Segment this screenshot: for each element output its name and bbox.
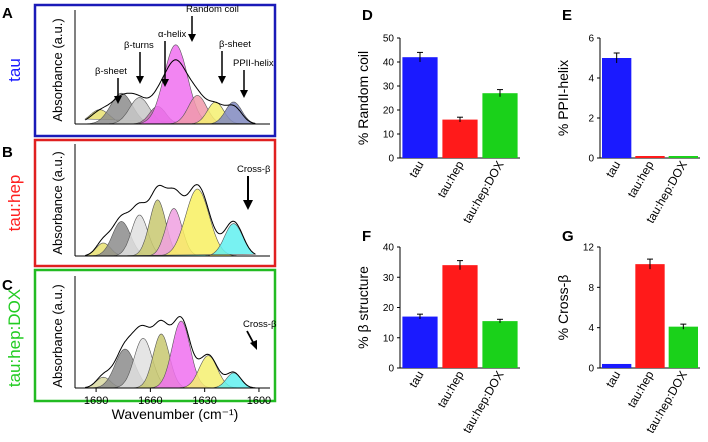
panel-letter-c: C	[2, 277, 13, 294]
y-axis-label-a: Absorbance (a.u.)	[50, 18, 65, 121]
x-ticks-c: 1690 1660 1630 1600	[84, 388, 271, 407]
panel-c: C tau:hep:DOX Absorbance (a.u.) 1690 1660…	[2, 268, 277, 422]
bar-tau	[602, 363, 632, 368]
condition-label-tau-hep-dox: tau:hep:DOX	[5, 289, 24, 387]
bar-tau-hep	[442, 119, 478, 158]
y-tick-label: 10	[383, 333, 395, 344]
arrowhead-2	[136, 76, 144, 84]
y-axis-label-d: % Random coil	[355, 51, 371, 145]
arrowhead-6	[240, 90, 248, 98]
x-tick-label-1600: 1600	[247, 395, 271, 407]
annotation-random-coil: Random coil	[186, 4, 239, 15]
y-tick-label: 20	[383, 106, 395, 117]
panel-letter-a: A	[2, 5, 13, 22]
panel-letter-e: E	[562, 7, 572, 24]
envelope-curve-b	[85, 184, 256, 256]
bar-tau-hep-dox	[668, 326, 698, 368]
bar-tau-hep	[635, 156, 665, 158]
y-tick-label: 10	[383, 130, 395, 141]
x-axis-label: Wavenumber (cm⁻¹)	[112, 406, 239, 422]
panel-letter-d: D	[362, 7, 373, 24]
y-tick-label: 2	[588, 114, 594, 125]
annotation-beta-sheet-right: β-sheet	[219, 39, 251, 50]
y-tick-label: 0	[388, 154, 394, 165]
y-tick-label: 12	[583, 243, 595, 254]
annotation-cross-beta-c: Cross-β	[243, 319, 277, 330]
y-tick-label: 8	[588, 283, 594, 294]
y-axis-label-f: % β structure	[355, 266, 371, 349]
annotation-beta-sheet-left: β-sheet	[95, 66, 127, 77]
annotation-beta-turns: β-turns	[124, 40, 154, 51]
arrowhead-b	[243, 200, 253, 210]
y-tick-label: 0	[588, 364, 594, 375]
panel-letter-f: F	[362, 228, 371, 245]
annotation-cross-beta-b: Cross-β	[237, 164, 271, 175]
frame-tau-hep-dox	[33, 268, 277, 403]
bar-tau-hep-dox	[482, 93, 518, 158]
y-axis-label-e: % PPII-helix	[555, 60, 571, 136]
arrowhead-c	[250, 340, 257, 350]
bar-tau-hep	[635, 264, 665, 368]
frame-tau-hep	[33, 138, 277, 268]
arrowhead-3	[161, 79, 169, 87]
y-tick-label: 4	[588, 74, 594, 85]
bar-tau-hep-dox	[668, 156, 698, 158]
y-tick-label: 50	[383, 34, 395, 45]
y-axis-label-g: % Cross-β	[555, 275, 571, 341]
y-axis-label-c: Absorbance (a.u.)	[50, 284, 65, 387]
x-tick-label-1690: 1690	[84, 395, 108, 407]
x-tick-label-1630: 1630	[192, 395, 216, 407]
annotation-ppii-helix: PPII-helix	[233, 58, 274, 69]
y-axis-label-b: Absorbance (a.u.)	[50, 151, 65, 254]
bar-tau-hep-dox	[482, 321, 518, 368]
condition-label-tau-hep: tau:hep	[5, 175, 24, 232]
arrowhead-1	[114, 96, 122, 104]
condition-label-tau: tau	[5, 58, 24, 82]
annotation-alpha-helix: α-helix	[158, 29, 186, 40]
bar-tau	[402, 57, 438, 159]
frame-tau	[33, 3, 277, 138]
envelope-curve-c	[85, 316, 256, 389]
spectra-column: A tau Absorbance (a.u.) β-sheet β-turns …	[2, 3, 277, 422]
arrowhead-4	[188, 34, 196, 42]
panel-letter-b: B	[2, 144, 13, 161]
envelope-curve-a	[84, 59, 256, 124]
panel-b: B tau:hep Absorbance (a.u.) Cross-β	[2, 138, 277, 268]
y-tick-label: 4	[588, 323, 594, 334]
panel-letter-g: G	[562, 228, 574, 245]
y-tick-label: 30	[383, 273, 395, 284]
y-tick-label: 40	[383, 243, 395, 254]
bar-tau	[402, 316, 438, 368]
x-tick-label-1660: 1660	[138, 395, 162, 407]
bar-tau-hep	[442, 265, 478, 368]
y-tick-label: 0	[588, 154, 594, 165]
panel-a: A tau Absorbance (a.u.) β-sheet β-turns …	[2, 3, 277, 138]
y-tick-label: 20	[383, 303, 395, 314]
y-tick-label: 40	[383, 58, 395, 69]
y-tick-label: 0	[388, 364, 394, 375]
y-tick-label: 30	[383, 82, 395, 93]
arrowhead-5	[218, 76, 226, 84]
y-tick-label: 6	[588, 34, 594, 45]
bar-tau	[602, 58, 632, 158]
